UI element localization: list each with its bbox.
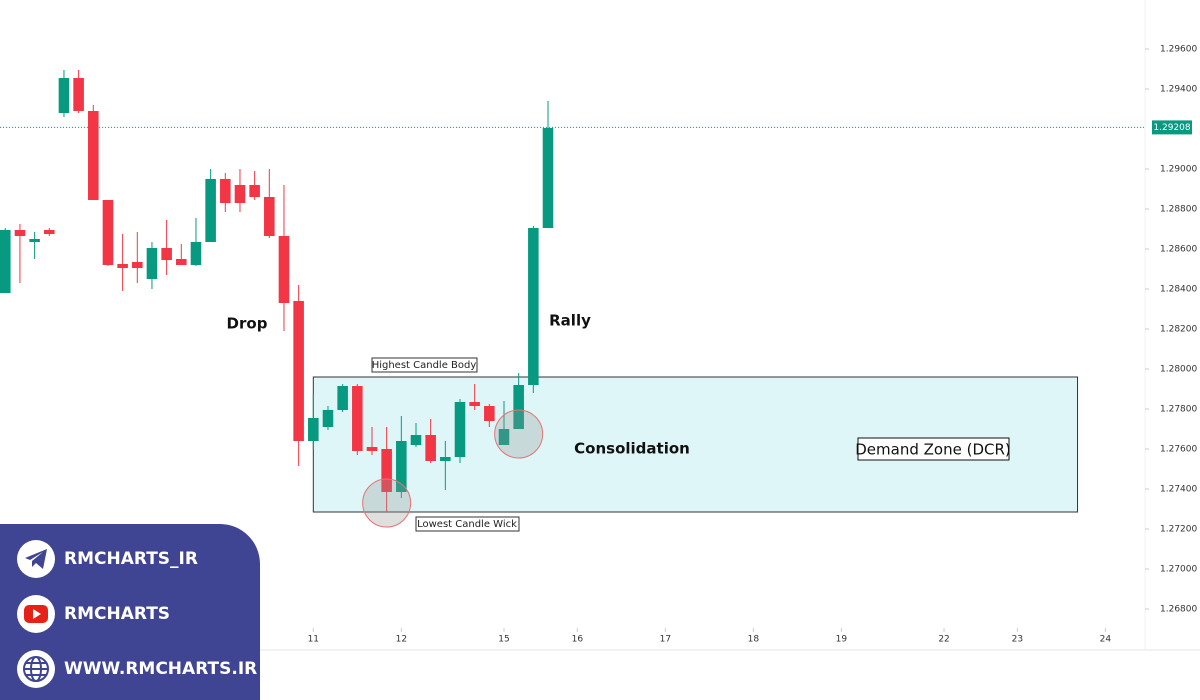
candle-body — [293, 301, 304, 441]
zone-label: Demand Zone (DCR) — [855, 441, 1011, 459]
current-price-label: 1.29208 — [1153, 123, 1190, 133]
candle-body — [278, 236, 290, 303]
y-tick-label: 1.29000 — [1160, 165, 1197, 175]
y-tick-label: 1.27000 — [1160, 565, 1197, 575]
drop-label: Drop — [227, 315, 268, 333]
x-tick-label: 12 — [396, 635, 407, 645]
x-tick-label: 23 — [1012, 635, 1023, 645]
candle-body — [234, 185, 246, 203]
candle-body — [264, 197, 275, 236]
candle-body — [337, 386, 348, 410]
note-box — [415, 516, 520, 532]
y-tick-label: 1.28800 — [1160, 205, 1197, 215]
consolidation-label: Consolidation — [574, 440, 690, 458]
x-tick-label: 19 — [836, 635, 848, 645]
y-tick-label: 1.27800 — [1160, 405, 1197, 415]
candle-body — [117, 264, 128, 268]
note-box — [371, 357, 478, 373]
candle-body — [410, 435, 422, 445]
candle-body — [322, 410, 334, 427]
website-url: WWW.RMCHARTS.IR — [64, 659, 257, 679]
rally-label: Rally — [549, 312, 591, 330]
candle-body — [44, 230, 55, 234]
y-tick-label: 1.28600 — [1160, 245, 1197, 255]
x-tick-label: 11 — [308, 635, 319, 645]
y-tick-label: 1.27200 — [1160, 525, 1197, 535]
candle-body — [425, 435, 436, 461]
candle-body — [513, 385, 524, 429]
candle-body — [102, 200, 114, 265]
current-price-box — [1152, 120, 1192, 135]
candle-body — [0, 230, 11, 293]
candle-body — [29, 239, 40, 242]
candle-body — [161, 248, 172, 260]
candle-body — [205, 179, 216, 242]
candle-body — [381, 449, 392, 492]
candle-body — [498, 429, 510, 445]
candle-body — [190, 242, 202, 265]
candle-body — [396, 441, 407, 492]
candle-body — [146, 248, 158, 279]
candle-body — [352, 386, 363, 451]
x-tick-label: 16 — [572, 635, 584, 645]
candle-body — [542, 128, 554, 228]
y-tick-label: 1.26800 — [1160, 605, 1197, 615]
highest-note: Highest Candle Body — [372, 360, 477, 371]
candle-body — [132, 262, 143, 268]
x-tick-label: 24 — [1100, 635, 1112, 645]
candle-body — [176, 259, 187, 265]
y-tick-label: 1.27600 — [1160, 445, 1197, 455]
candle-body — [484, 406, 495, 421]
candle-body — [454, 402, 466, 457]
highlight-circle — [362, 478, 412, 528]
x-tick-label: 15 — [498, 635, 509, 645]
candle-body — [249, 185, 260, 197]
y-tick-label: 1.29400 — [1160, 85, 1197, 95]
zone-label-box — [857, 437, 1010, 461]
globe-glyph — [23, 656, 49, 682]
candle-body — [58, 78, 70, 113]
candle-body — [220, 179, 231, 203]
candle-body — [88, 111, 99, 200]
candle-body — [528, 228, 539, 385]
youtube-play — [33, 609, 41, 619]
telegram-glyph — [25, 549, 47, 569]
candle-body — [14, 230, 26, 236]
lowest-note: Lowest Candle Wick — [417, 519, 517, 530]
youtube-handle: RMCHARTS — [64, 604, 170, 624]
candle-body — [366, 447, 378, 451]
x-tick-label: 22 — [938, 635, 949, 645]
y-tick-label: 1.29600 — [1160, 45, 1197, 55]
watermark: RMCHARTS_IR RMCHARTS WWW.RMCHARTS.IR — [0, 524, 260, 700]
x-tick-label: 18 — [748, 635, 760, 645]
candle-body — [308, 418, 319, 441]
x-tick-label: 17 — [660, 635, 671, 645]
y-tick-label: 1.28000 — [1160, 365, 1197, 375]
telegram-handle: RMCHARTS_IR — [64, 549, 198, 569]
y-tick-label: 1.27400 — [1160, 485, 1197, 495]
candle-body — [469, 402, 480, 406]
highlight-circle — [494, 409, 544, 459]
y-tick-label: 1.28400 — [1160, 285, 1197, 295]
y-tick-label: 1.28200 — [1160, 325, 1197, 335]
candle-body — [440, 457, 451, 461]
candle-body — [73, 78, 84, 111]
watermark-panel — [0, 524, 260, 700]
